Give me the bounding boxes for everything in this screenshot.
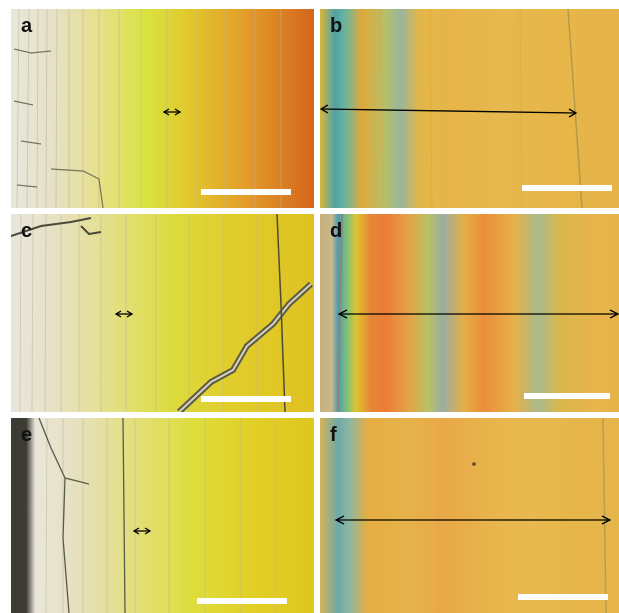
scale-bar-b bbox=[522, 185, 612, 191]
panel-label-d: d bbox=[330, 220, 343, 242]
scale-bar-a bbox=[201, 189, 291, 195]
panel-e-micrograph bbox=[38, 418, 276, 613]
scale-bar-e bbox=[197, 598, 287, 604]
panel-d-micrograph bbox=[337, 214, 619, 412]
panel-d: d bbox=[320, 214, 619, 412]
panel-label-b: b bbox=[330, 15, 343, 37]
arrow-d bbox=[337, 309, 619, 319]
panel-label-f: f bbox=[330, 424, 337, 446]
debris-dot bbox=[472, 462, 476, 466]
panel-e: e bbox=[11, 418, 314, 613]
panel-c-micrograph bbox=[11, 214, 314, 412]
panel-b-micrograph bbox=[320, 9, 583, 208]
panel-a-micrograph bbox=[13, 9, 282, 208]
panel-label-e: e bbox=[21, 424, 33, 446]
arrow-e bbox=[132, 527, 152, 535]
arrow-f bbox=[334, 515, 612, 525]
arrow-c bbox=[114, 310, 134, 318]
scale-bar-d bbox=[524, 393, 610, 399]
panel-a: a bbox=[11, 9, 314, 208]
panel-f: f bbox=[320, 418, 619, 613]
panel-f-micrograph bbox=[334, 418, 612, 613]
panel-b: b bbox=[320, 9, 619, 208]
panel-c: c bbox=[11, 214, 314, 412]
arrow-a bbox=[162, 108, 182, 116]
arrow-b bbox=[320, 104, 578, 118]
scale-bar-f bbox=[518, 594, 608, 600]
scale-bar-c bbox=[201, 396, 291, 402]
panel-label-a: a bbox=[21, 15, 33, 37]
panel-label-c: c bbox=[21, 220, 33, 242]
